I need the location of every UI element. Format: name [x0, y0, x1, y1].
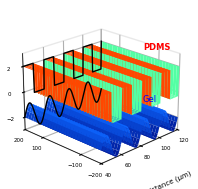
X-axis label: Distance (μm): Distance (μm): [144, 170, 192, 189]
